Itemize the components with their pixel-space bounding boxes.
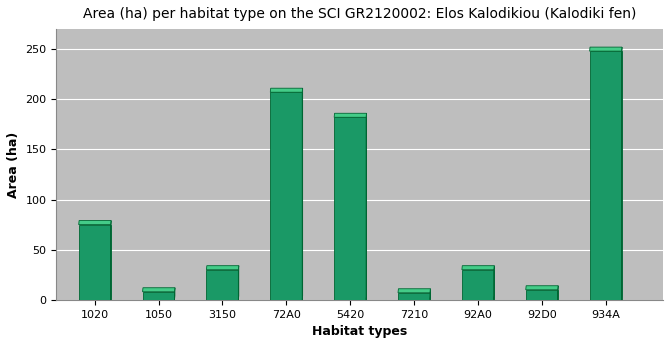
Polygon shape <box>526 286 558 290</box>
Bar <box>398 293 430 300</box>
Polygon shape <box>398 289 430 293</box>
Polygon shape <box>78 220 111 225</box>
Polygon shape <box>270 88 303 92</box>
Polygon shape <box>206 266 239 270</box>
Bar <box>206 270 239 300</box>
Polygon shape <box>462 266 494 270</box>
Polygon shape <box>590 47 622 51</box>
Bar <box>143 292 174 300</box>
Title: Area (ha) per habitat type on the SCI GR2120002: Elos Kalodikiou (Kalodiki fen): Area (ha) per habitat type on the SCI GR… <box>83 7 636 21</box>
Bar <box>462 270 494 300</box>
Bar <box>334 117 366 300</box>
X-axis label: Habitat types: Habitat types <box>312 325 407 338</box>
Bar <box>270 92 302 300</box>
Bar <box>526 290 557 300</box>
Polygon shape <box>334 113 366 117</box>
Y-axis label: Area (ha): Area (ha) <box>7 131 20 198</box>
Bar <box>590 51 622 300</box>
Bar <box>78 225 111 300</box>
Polygon shape <box>143 288 175 292</box>
